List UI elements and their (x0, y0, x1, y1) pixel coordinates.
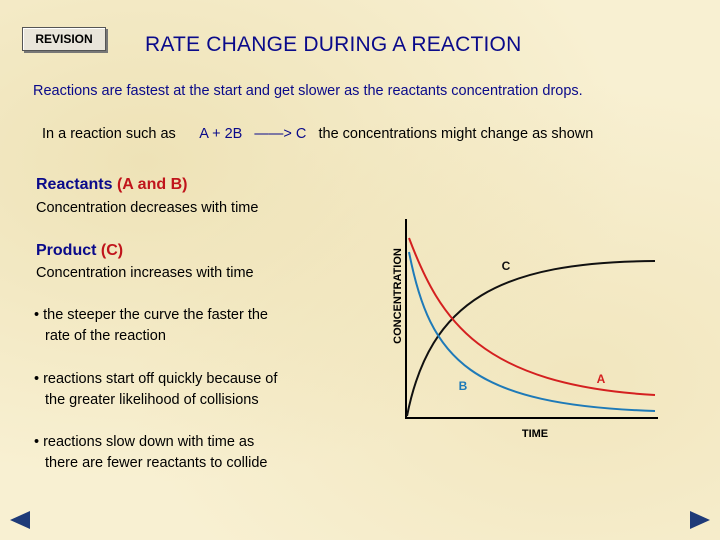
reaction-arrow: ——> C (254, 126, 307, 142)
bullet-line: • reactions slow down with time as (34, 434, 255, 450)
bullet-line: • the steeper the curve the faster the (34, 307, 268, 323)
product-description: Concentration increases with time (36, 265, 254, 281)
curve-a (408, 237, 656, 396)
bullet-line: • reactions start off quickly because of (34, 371, 278, 387)
next-slide-icon[interactable] (690, 511, 710, 529)
reactants-heading-rest: (A and B) (116, 176, 188, 193)
intro-text: Reactions are fastest at the start and g… (33, 83, 583, 99)
bullet-line: there are fewer reactants to collide (45, 455, 268, 471)
curve-b (408, 251, 656, 412)
x-axis-label: TIME (522, 428, 548, 440)
reaction-suffix: the concentrations might change as shown (318, 126, 594, 142)
reactants-description: Concentration decreases with time (36, 200, 259, 216)
curve-c (406, 260, 656, 417)
reactants-heading-main: Reactants (36, 176, 113, 193)
bullet-line: rate of the reaction (45, 328, 166, 344)
slide-title: RATE CHANGE DURING A REACTION (145, 33, 522, 56)
revision-button[interactable]: REVISION (22, 27, 106, 51)
curve-label-c: C (502, 259, 511, 273)
product-heading-main: Product (36, 242, 97, 259)
product-heading-rest: (C) (100, 242, 124, 259)
bullet-line: the greater likelihood of collisions (45, 392, 259, 408)
bullet-item: • reactions start off quickly because of… (34, 369, 374, 411)
revision-button-label: REVISION (35, 32, 93, 46)
y-axis-label: CONCENTRATION (392, 248, 404, 344)
bullet-item: • reactions slow down with time as there… (34, 432, 374, 474)
reaction-equation-line: In a reaction such as A + 2B ——> C the c… (42, 126, 593, 142)
reaction-equation: A + 2B (199, 126, 243, 142)
curve-label-b: B (459, 379, 468, 393)
product-heading: Product (C) (36, 242, 123, 260)
curve-label-a: A (597, 372, 606, 386)
bullet-item: • the steeper the curve the faster the r… (34, 305, 374, 347)
reactants-heading: Reactants (A and B) (36, 176, 187, 194)
reaction-prefix: In a reaction such as (42, 126, 176, 142)
previous-slide-icon[interactable] (10, 511, 30, 529)
